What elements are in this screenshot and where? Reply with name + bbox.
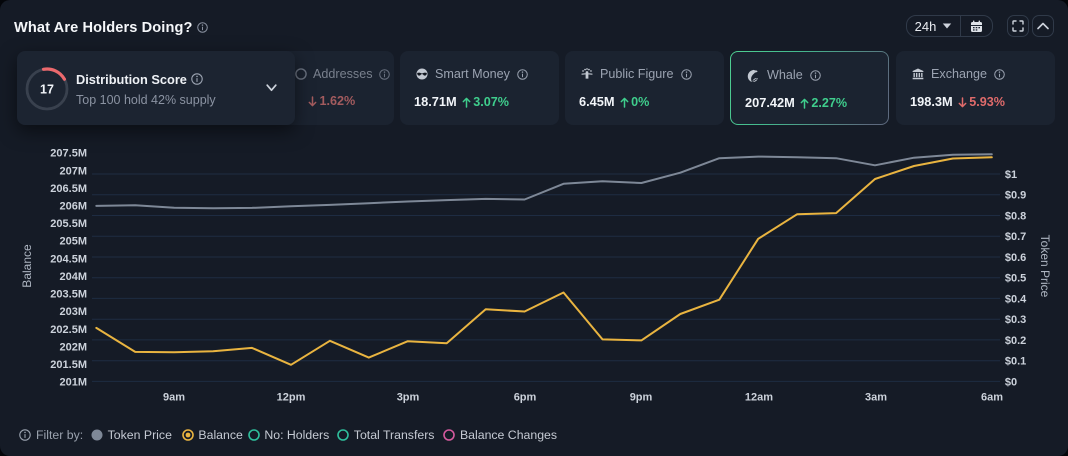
svg-text:3pm: 3pm: [397, 392, 420, 404]
svg-text:$0.8: $0.8: [1005, 211, 1026, 223]
svg-text:204M: 204M: [59, 271, 87, 283]
svg-text:203M: 203M: [59, 306, 87, 318]
svg-text:201M: 201M: [59, 377, 87, 389]
svg-text:$0: $0: [1005, 376, 1017, 388]
svg-text:17: 17: [40, 83, 54, 97]
svg-text:Token Price: Token Price: [1038, 235, 1052, 298]
svg-text:201.5M: 201.5M: [50, 359, 87, 371]
svg-text:$0.6: $0.6: [1005, 252, 1026, 264]
svg-text:$0.9: $0.9: [1005, 190, 1026, 202]
svg-text:204.5M: 204.5M: [50, 253, 87, 265]
svg-text:207.5M: 207.5M: [50, 148, 87, 160]
svg-text:205.5M: 205.5M: [50, 218, 87, 230]
svg-text:202M: 202M: [59, 342, 87, 354]
svg-text:9am: 9am: [163, 392, 185, 404]
svg-text:206.5M: 206.5M: [50, 183, 87, 195]
svg-text:12pm: 12pm: [277, 392, 306, 404]
svg-text:$0.7: $0.7: [1005, 231, 1026, 243]
svg-text:12am: 12am: [745, 392, 773, 404]
svg-text:206M: 206M: [59, 201, 87, 213]
svg-text:$1: $1: [1005, 169, 1017, 181]
svg-text:$0.2: $0.2: [1005, 335, 1026, 347]
svg-text:203.5M: 203.5M: [50, 289, 87, 301]
svg-text:$0.4: $0.4: [1005, 293, 1027, 305]
svg-text:$0.5: $0.5: [1005, 273, 1026, 285]
svg-text:205M: 205M: [59, 236, 87, 248]
svg-text:202.5M: 202.5M: [50, 324, 87, 336]
svg-text:6am: 6am: [981, 392, 1003, 404]
svg-text:3am: 3am: [865, 392, 887, 404]
svg-text:Balance: Balance: [20, 244, 34, 288]
svg-text:9pm: 9pm: [630, 392, 653, 404]
svg-text:6pm: 6pm: [514, 392, 537, 404]
svg-text:207M: 207M: [59, 165, 87, 177]
svg-text:$0.3: $0.3: [1005, 314, 1026, 326]
svg-text:$0.1: $0.1: [1005, 356, 1026, 368]
